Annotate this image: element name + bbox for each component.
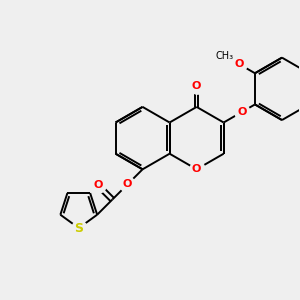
Text: O: O	[234, 59, 244, 69]
Text: O: O	[123, 179, 132, 190]
Text: O: O	[192, 164, 201, 174]
Text: O: O	[238, 107, 247, 117]
Text: S: S	[74, 222, 83, 235]
Text: O: O	[192, 80, 201, 91]
Text: CH₃: CH₃	[216, 51, 234, 61]
Text: O: O	[93, 180, 103, 190]
